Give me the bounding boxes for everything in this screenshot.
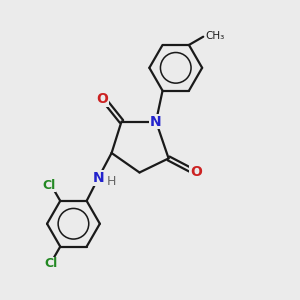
Text: H: H (106, 175, 116, 188)
Text: N: N (92, 171, 104, 185)
Text: Cl: Cl (42, 179, 56, 192)
Text: Cl: Cl (45, 257, 58, 270)
Text: O: O (96, 92, 108, 106)
Text: CH₃: CH₃ (205, 31, 224, 41)
Text: N: N (150, 115, 162, 128)
Text: O: O (190, 165, 202, 179)
